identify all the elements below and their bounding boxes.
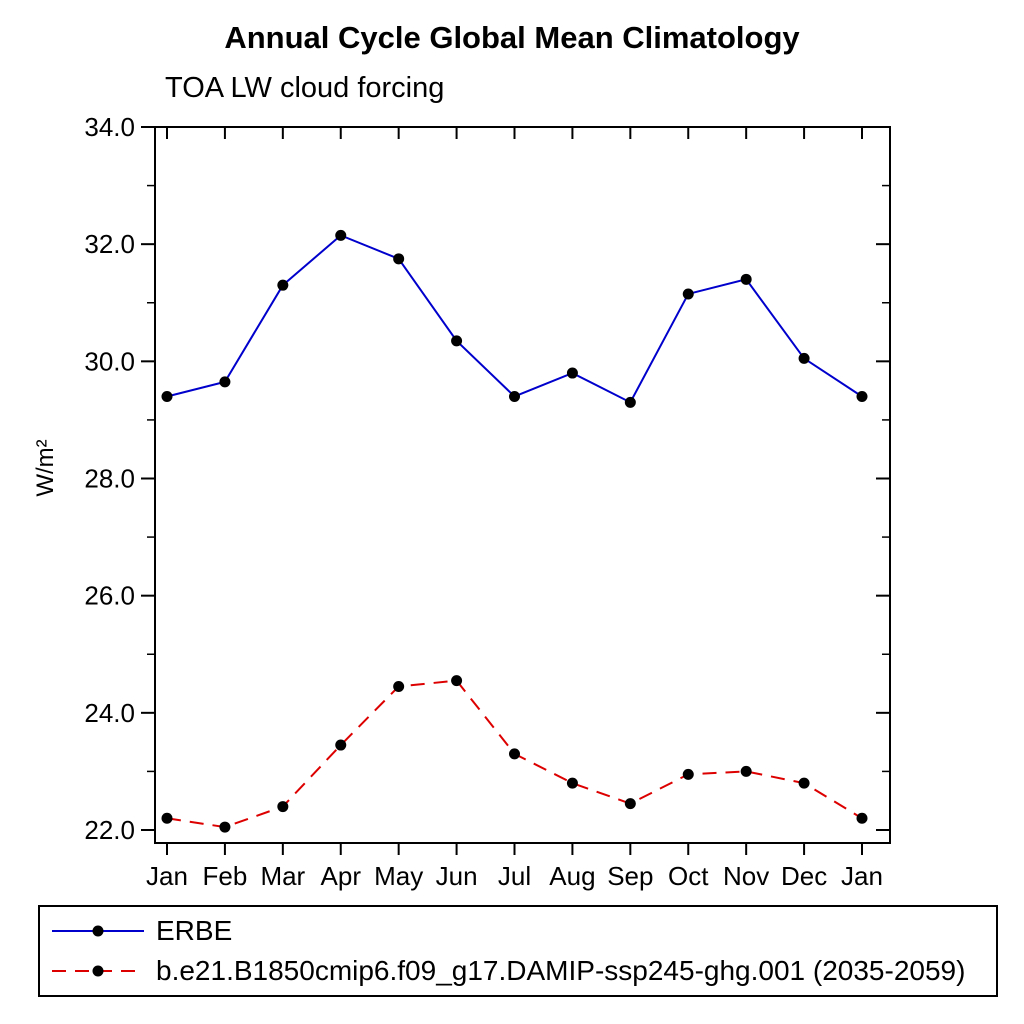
legend-item-model: b.e21.B1850cmip6.f09_g17.DAMIP-ssp245-gh… [50,955,996,987]
x-tick-label: Jul [498,861,531,891]
y-tick-label: 28.0 [84,464,135,494]
data-point-marker [509,748,520,760]
legend-line-sample-dashed [52,965,144,977]
legend-item-erbe: ERBE [50,915,996,947]
chart-title: Annual Cycle Global Mean Climatology [224,20,800,55]
data-point-marker [161,390,173,402]
legend-box: ERBE b.e21.B1850cmip6.f09_g17.DAMIP-ssp2… [38,905,998,997]
data-point-marker [798,352,810,364]
legend-label-model: b.e21.B1850cmip6.f09_g17.DAMIP-ssp245-gh… [156,955,966,986]
data-point-marker [566,367,578,379]
x-tick-label: Nov [723,861,769,891]
y-tick-label: 22.0 [84,815,135,845]
legend-marker-dot [92,965,104,977]
data-point-marker [509,390,520,402]
x-tick-label: Feb [203,861,248,891]
data-point-marker [856,812,868,824]
data-point-marker [740,273,752,285]
x-tick-label: Oct [668,861,709,891]
data-point-marker [566,777,578,789]
x-tick-label: Jun [436,861,478,891]
data-point-marker [624,396,636,408]
data-point-marker [393,253,405,265]
series-line-0 [166,234,863,404]
data-point-marker [393,680,405,692]
data-point-marker [798,777,810,789]
data-point-marker [219,376,231,388]
plot-border [154,126,891,844]
data-point-marker [740,765,752,777]
y-tick-label: 34.0 [84,112,135,142]
legend-marker-dot [92,925,104,937]
data-point-marker [451,675,463,687]
data-point-marker [682,768,694,780]
data-point-marker [277,801,289,813]
y-tick-label: 30.0 [84,346,135,376]
data-point-marker [682,288,694,300]
x-tick-label: Apr [321,861,362,891]
y-tick-label: 26.0 [84,581,135,611]
x-tick-label: Dec [781,861,827,891]
x-tick-label: Aug [549,861,595,891]
data-point-marker [335,229,347,241]
chart-subtitle: TOA LW cloud forcing [165,72,445,104]
data-point-marker [451,335,463,347]
y-tick-label: 24.0 [84,698,135,728]
y-tick-label: 32.0 [84,229,135,259]
x-tick-label: Mar [260,861,305,891]
x-tick-label: Sep [607,861,653,891]
legend-line-sample-solid [52,925,144,937]
data-point-marker [161,812,173,824]
x-tick-label: May [374,861,423,891]
legend-label-erbe: ERBE [156,915,233,946]
data-point-marker [219,821,231,833]
data-point-marker [624,798,636,810]
x-tick-label: Jan [146,861,188,891]
data-point-marker [277,279,289,291]
x-tick-label: Jan [841,861,883,891]
data-point-marker [856,390,868,402]
data-point-marker [335,739,347,751]
